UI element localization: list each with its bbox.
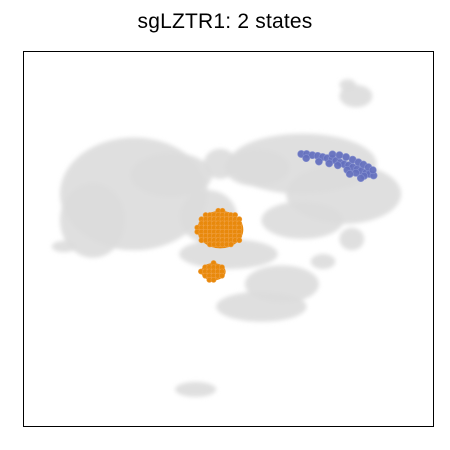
background-cells [51,79,402,397]
background-cell-region [216,291,307,322]
state-1-cell [342,153,350,161]
plot-frame [23,51,434,427]
state-1-cell [333,161,342,170]
state-2-cell [236,237,243,244]
background-cell-region [261,201,344,239]
background-cell-region [175,381,217,397]
state-2-cell [210,276,217,283]
background-cell-region [59,182,126,258]
state-1-cell [356,174,365,182]
state-1-cells [297,150,378,182]
state-1-cell [345,170,354,178]
state-2-cell [219,272,225,279]
background-cell-region [224,148,291,187]
background-cell-region [339,227,365,251]
background-cell-region [129,152,213,198]
state-2-cell [227,241,234,248]
state-2-cells [194,207,244,283]
state-1-cell [335,151,344,160]
state-1-cell [325,159,334,168]
background-cell-region [179,239,278,270]
chart-title: sgLZTR1: 2 states [137,10,313,33]
background-cell-region [203,148,237,179]
background-cell-region [51,240,77,253]
state-1-cell [368,166,377,175]
background-cell-region [310,254,336,270]
state-1-cell [328,150,337,159]
background-cell-region [339,84,373,108]
state-1-cell [302,154,311,163]
background-cell-region [339,79,356,91]
state-1-cell [315,157,323,166]
